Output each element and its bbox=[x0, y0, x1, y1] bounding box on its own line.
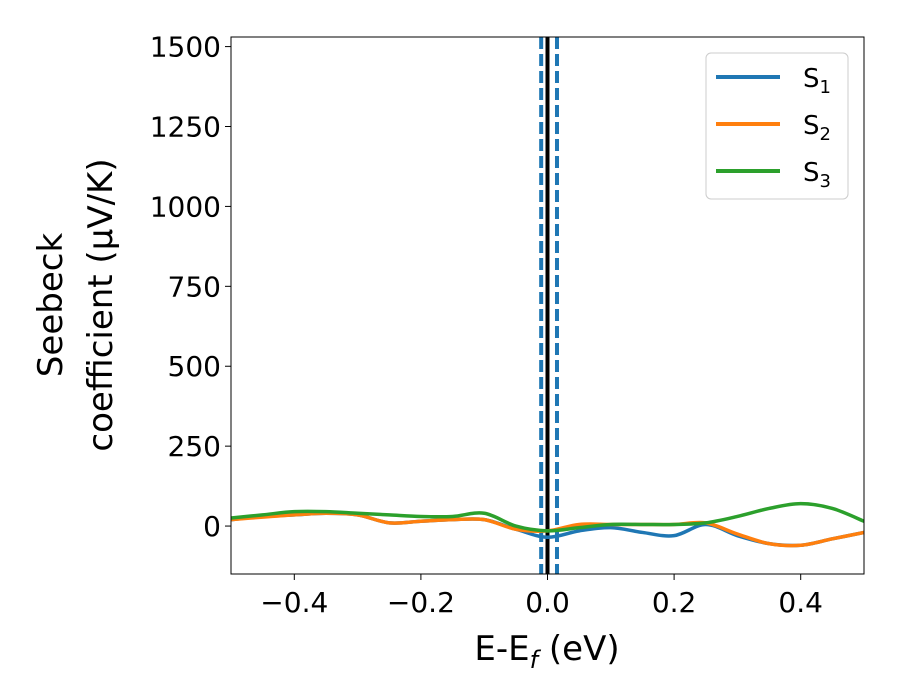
y-tick-label: 1000 bbox=[150, 190, 221, 223]
y-tick-label: 750 bbox=[168, 270, 221, 303]
legend-label-s3: S3 bbox=[803, 158, 831, 192]
y-tick-label: 500 bbox=[168, 350, 221, 383]
x-tick-label: 0.4 bbox=[778, 586, 823, 619]
series-lines bbox=[231, 501, 864, 548]
x-tick-label: −0.4 bbox=[260, 586, 328, 619]
y-tick-label: 0 bbox=[203, 510, 221, 543]
legend-label-s1: S1 bbox=[803, 64, 831, 98]
y-axis-label: Seebeck coefficient (μV/K) bbox=[31, 158, 121, 451]
y-axis: 0 250 500 750 1000 1250 1500 bbox=[150, 31, 231, 543]
x-tick-label: 0.0 bbox=[525, 586, 570, 619]
x-axis-label: E-Ef (eV) bbox=[474, 629, 619, 674]
reference-lines bbox=[539, 37, 559, 574]
x-tick-label: −0.2 bbox=[387, 586, 455, 619]
y-axis-label-line1: Seebeck bbox=[31, 233, 71, 378]
legend: S1 S2 S3 bbox=[705, 52, 849, 200]
x-axis: −0.4 −0.2 0.0 0.2 0.4 bbox=[260, 574, 823, 619]
y-axis-label-line2: coefficient (μV/K) bbox=[81, 158, 121, 451]
series-line-s3 bbox=[231, 501, 864, 533]
legend-label-s2: S2 bbox=[803, 111, 831, 145]
y-tick-label: 1250 bbox=[150, 111, 221, 144]
y-tick-label: 1500 bbox=[150, 31, 221, 64]
x-tick-label: 0.2 bbox=[652, 586, 697, 619]
y-tick-label: 250 bbox=[168, 430, 221, 463]
